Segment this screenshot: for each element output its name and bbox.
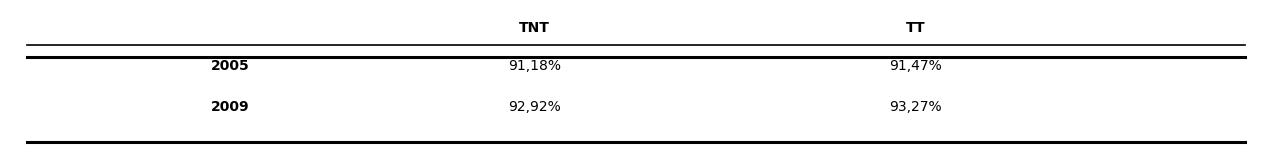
Text: 91,18%: 91,18%: [508, 59, 561, 73]
Text: 92,92%: 92,92%: [508, 100, 561, 114]
Text: TNT: TNT: [519, 21, 550, 35]
Text: 91,47%: 91,47%: [889, 59, 941, 73]
Text: 93,27%: 93,27%: [889, 100, 941, 114]
Text: 2009: 2009: [211, 100, 249, 114]
Text: 2005: 2005: [210, 59, 249, 73]
Text: TT: TT: [906, 21, 925, 35]
